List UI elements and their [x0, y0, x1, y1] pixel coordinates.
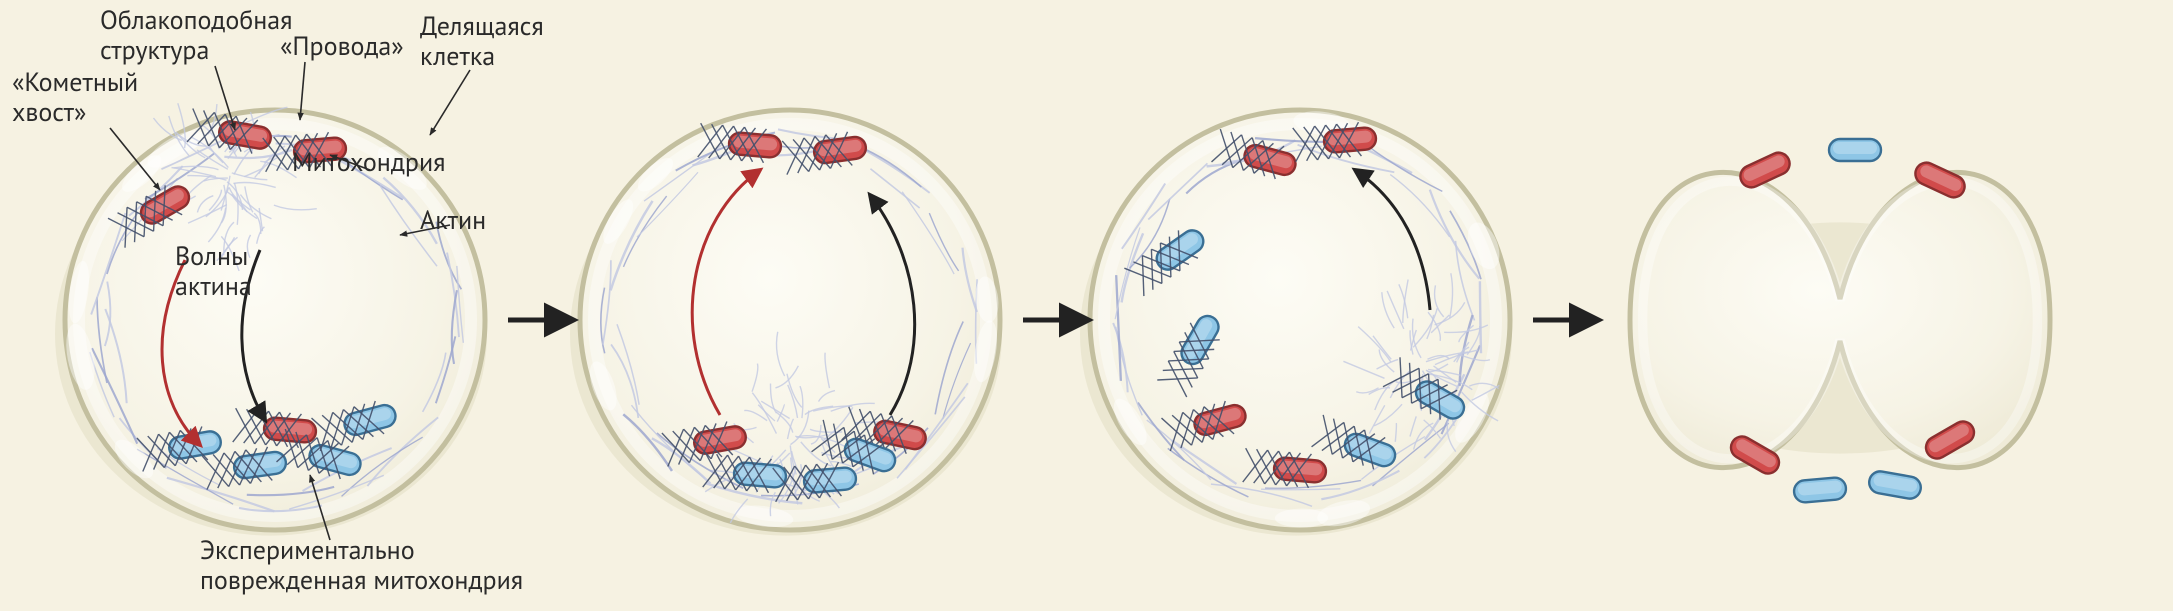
diagram-stage: Облакоподобная структура «Провода» Делящ… [0, 0, 2173, 611]
label-actin: Актин [420, 206, 486, 236]
label-divcell: Делящаяся клетка [420, 12, 544, 72]
label-cloud: Облакоподобная структура [100, 6, 293, 66]
label-mito: Митохондрия [292, 148, 446, 178]
label-wires: «Провода» [280, 32, 404, 62]
diagram-svg [0, 0, 2173, 611]
label-damaged: Экспериментально поврежденная митохондри… [200, 536, 523, 596]
label-waves: Волны актина [175, 242, 252, 302]
label-comet: «Кометный хвост» [12, 68, 138, 128]
